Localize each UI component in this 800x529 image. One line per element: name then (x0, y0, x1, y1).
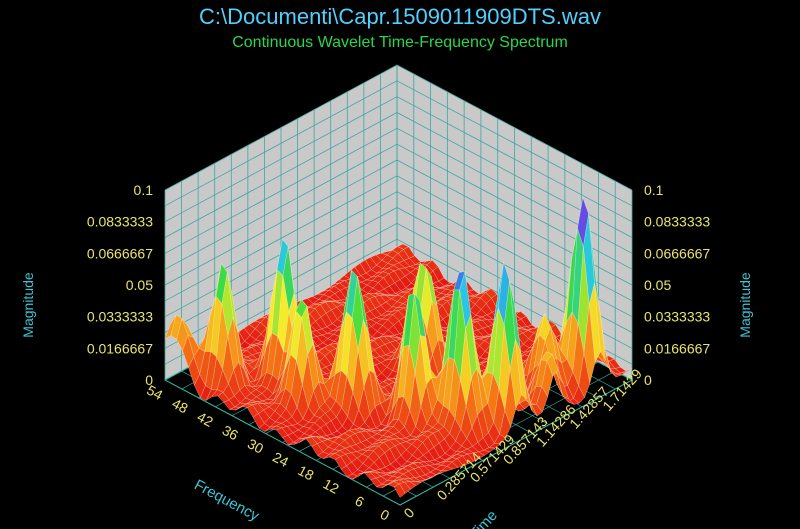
z-tick-label-left: 0 (145, 372, 153, 388)
z-tick-label-left: 0.0833333 (87, 214, 153, 230)
time-tick-label: 0 (400, 504, 417, 521)
freq-tick-label: 30 (245, 435, 266, 457)
floor-gridline (399, 379, 633, 506)
z-tick-label-right: 0.0166667 (644, 340, 710, 356)
z-tick-label-left: 0.0666667 (87, 245, 153, 261)
freq-tick-label: 24 (270, 449, 291, 471)
freq-tick-label: 42 (195, 408, 216, 430)
freq-tick-label: 48 (169, 395, 190, 417)
z-axis-title-left: Magnitude (20, 272, 36, 338)
freq-tick-label: 6 (353, 492, 368, 510)
freq-tick-label: 0 (378, 506, 393, 524)
freq-tick-label: 12 (320, 475, 341, 497)
z-tick-label-right: 0.05 (644, 277, 671, 293)
z-tick-label-left: 0.1 (134, 182, 154, 198)
surface-cell (393, 483, 406, 498)
chart-title: C:\Documenti\Capr.1509011909DTS.wav (199, 4, 601, 29)
time-axis-title: Time (466, 507, 501, 529)
z-axis-title-right: Magnitude (737, 272, 753, 338)
z-tick-label-right: 0 (644, 372, 652, 388)
z-tick-label-right: 0.0833333 (644, 214, 710, 230)
freq-tick-label: 54 (144, 382, 165, 404)
z-tick-label-right: 0.0666667 (644, 245, 710, 261)
z-tick-label-left: 0.05 (126, 277, 153, 293)
z-tick-label-left: 0.0166667 (87, 340, 153, 356)
freq-tick-label: 18 (295, 462, 316, 484)
z-tick-label-right: 0.0333333 (644, 309, 710, 325)
z-tick-label-right: 0.1 (644, 182, 664, 198)
freq-axis-title: Frequency (191, 476, 262, 525)
surface-mesh (164, 196, 633, 498)
freq-tick-label: 36 (220, 422, 241, 444)
z-tick-label-left: 0.0333333 (87, 309, 153, 325)
chart-subtitle: Continuous Wavelet Time-Frequency Spectr… (232, 34, 568, 51)
